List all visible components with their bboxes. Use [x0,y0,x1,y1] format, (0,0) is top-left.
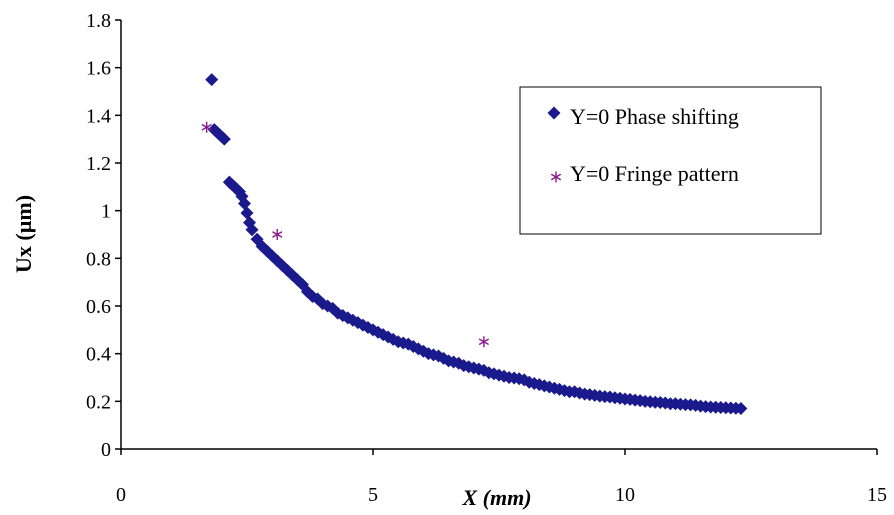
legend-box [519,86,822,235]
x-tick-label: 0 [116,484,126,506]
x-tick-label: 15 [867,484,887,506]
legend-label-phase-shifting: Y=0 Phase shifting [570,104,739,129]
data-point [734,401,748,415]
legend-diamond-marker [547,106,561,120]
data-point [272,229,283,240]
y-tick-label: 1.6 [86,58,111,80]
y-tick-label: 0.2 [86,391,111,413]
data-point [205,73,219,87]
y-tick-label: 1.2 [86,153,111,175]
y-tick-label: 1.8 [86,10,111,32]
series-1 [201,121,490,348]
data-point [201,121,212,133]
y-axis-label: Ux (µm) [11,195,36,273]
y-tick-label: 1 [101,201,111,223]
legend-label-fringe-pattern: Y=0 Fringe pattern [570,161,739,186]
legend: Y=0 Phase shifting Y=0 Fringe pattern [519,86,822,235]
data-point [237,197,251,211]
series-0 [205,73,748,415]
data-point [265,249,279,263]
y-tick-label: 1.4 [86,105,111,127]
y-tick-label: 0.4 [86,344,111,366]
y-tick-label: 0.6 [86,296,111,318]
x-tick-label: 5 [368,484,378,506]
data-point [245,223,259,237]
y-ticks: 0 0.2 0.4 0.6 0.8 1 1.2 1.4 1.6 1.8 [86,10,121,461]
data-point [240,206,254,220]
legend-marker-phase-shifting [547,106,561,120]
legend-marker-fringe-pattern [550,171,562,183]
plot-area [120,20,877,450]
x-tick-label: 10 [615,484,635,506]
data-point [217,132,231,146]
x-axis-label: X (mm) [461,485,531,510]
y-tick-label: 0.8 [86,248,111,270]
data-point [478,336,490,348]
y-tick-label: 0 [101,439,111,461]
legend-asterisk-marker [550,171,562,183]
series-layer [201,73,748,415]
x-ticks: 0 5 10 15 [116,449,887,506]
